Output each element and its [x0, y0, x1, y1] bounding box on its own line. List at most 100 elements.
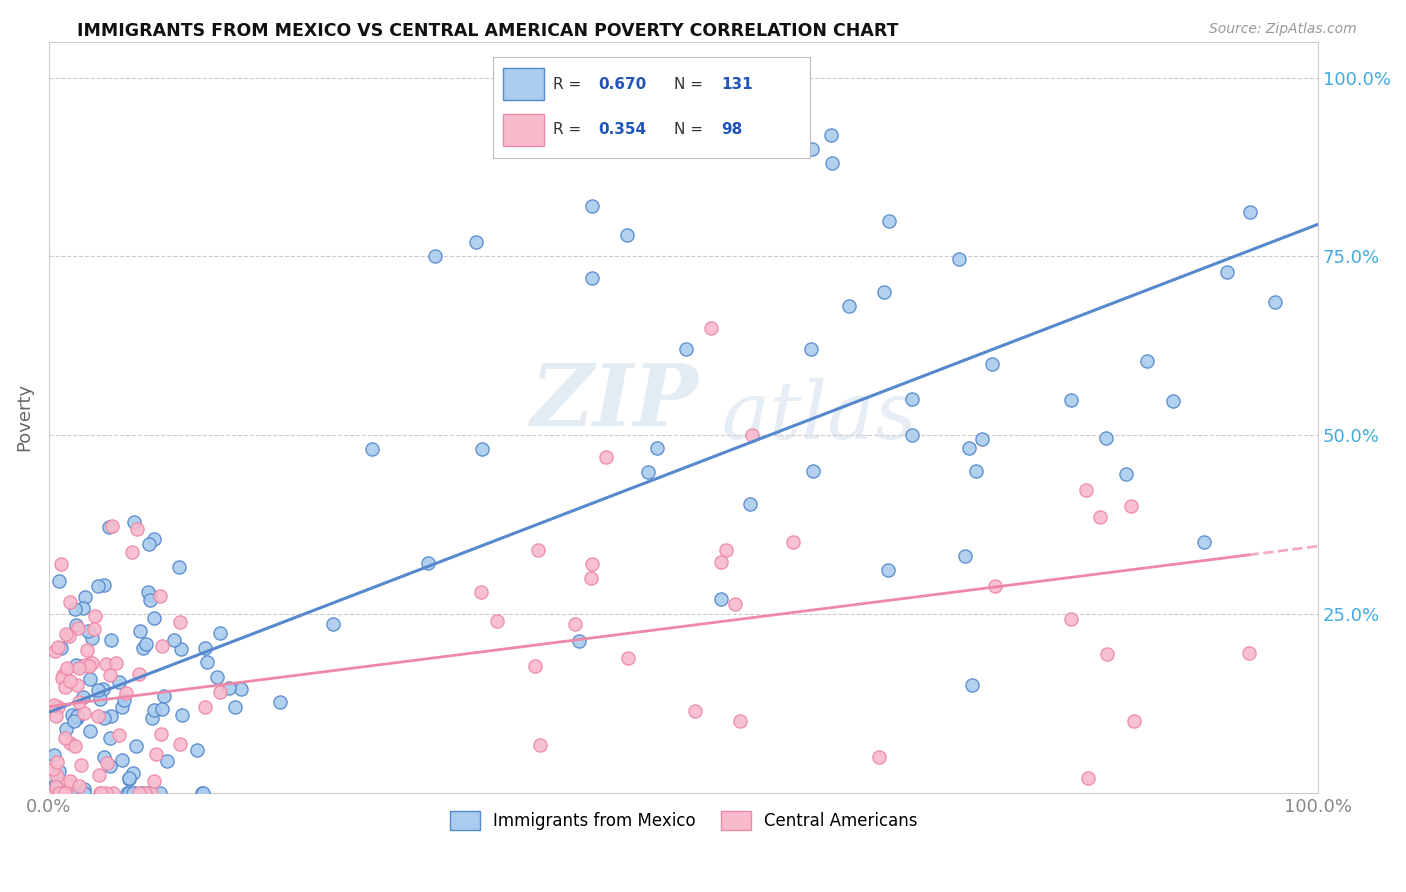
Point — [66, 678, 89, 692]
Point — [53, 786, 76, 800]
Point — [48, 574, 70, 589]
Point — [46, 700, 69, 714]
Point — [205, 669, 228, 683]
Point — [48, 786, 70, 800]
Point — [953, 549, 976, 563]
Point — [134, 786, 156, 800]
Point — [118, 772, 141, 787]
Point — [1123, 714, 1146, 728]
Point — [581, 270, 603, 285]
Point — [948, 252, 970, 266]
Point — [1060, 612, 1083, 626]
Point — [208, 626, 231, 640]
Point — [1136, 354, 1159, 368]
Point — [65, 618, 87, 632]
Point — [132, 641, 155, 656]
Point — [66, 711, 89, 725]
Point — [66, 708, 89, 723]
Point — [728, 714, 751, 728]
Point — [87, 709, 110, 723]
Point — [1237, 646, 1260, 660]
Point — [156, 754, 179, 768]
Point — [127, 522, 149, 536]
Point — [699, 321, 721, 335]
Point — [218, 681, 240, 696]
Point — [135, 637, 157, 651]
Point — [70, 786, 93, 800]
Point — [1239, 205, 1261, 219]
Point — [169, 737, 191, 751]
Point — [87, 579, 110, 593]
Point — [101, 786, 124, 800]
Point — [93, 750, 115, 764]
Point — [581, 199, 603, 213]
Point — [131, 786, 153, 800]
Point — [67, 779, 90, 793]
Point — [150, 727, 173, 741]
Point — [83, 622, 105, 636]
Point — [75, 590, 97, 604]
Point — [724, 597, 747, 611]
Point — [465, 235, 488, 249]
Point — [53, 784, 76, 798]
Point — [98, 520, 121, 534]
Point — [416, 556, 439, 570]
Point — [45, 755, 67, 769]
Point — [73, 786, 96, 800]
Point — [1264, 295, 1286, 310]
Point — [77, 624, 100, 639]
Point — [1088, 509, 1111, 524]
Point — [51, 671, 73, 685]
Point — [470, 585, 492, 599]
Point — [152, 702, 174, 716]
Text: Source: ZipAtlas.com: Source: ZipAtlas.com — [1209, 22, 1357, 37]
Point — [65, 658, 87, 673]
Point — [45, 780, 67, 794]
Point — [96, 786, 118, 800]
Point — [716, 542, 738, 557]
Point — [224, 699, 246, 714]
Point — [51, 786, 73, 800]
Point — [879, 213, 901, 227]
Point — [1121, 500, 1143, 514]
Point — [1094, 431, 1116, 445]
Point — [100, 709, 122, 723]
Point — [66, 621, 89, 635]
Point — [108, 728, 131, 742]
Point — [42, 698, 65, 713]
Point — [710, 592, 733, 607]
Point — [142, 703, 165, 717]
Point — [101, 518, 124, 533]
Point — [980, 357, 1002, 371]
Point — [197, 655, 219, 669]
Y-axis label: Poverty: Poverty — [15, 384, 32, 451]
Point — [139, 593, 162, 607]
Point — [118, 786, 141, 800]
Point — [1161, 394, 1184, 409]
Point — [901, 392, 924, 407]
Point — [117, 786, 139, 800]
Point — [231, 681, 253, 696]
Point — [76, 642, 98, 657]
Point — [527, 542, 550, 557]
Point — [48, 764, 70, 778]
Point — [647, 441, 669, 455]
Point — [637, 465, 659, 479]
Point — [53, 680, 76, 694]
Point — [84, 608, 107, 623]
Point — [73, 781, 96, 796]
Point — [75, 657, 97, 672]
Point — [170, 708, 193, 723]
Point — [72, 600, 94, 615]
Point — [131, 786, 153, 800]
Point — [62, 714, 84, 729]
Point — [529, 739, 551, 753]
Point — [122, 515, 145, 529]
Point — [820, 156, 842, 170]
Point — [58, 735, 80, 749]
Point — [104, 656, 127, 670]
Point — [115, 686, 138, 700]
Point — [801, 464, 824, 478]
Point — [186, 743, 208, 757]
Point — [139, 588, 162, 602]
